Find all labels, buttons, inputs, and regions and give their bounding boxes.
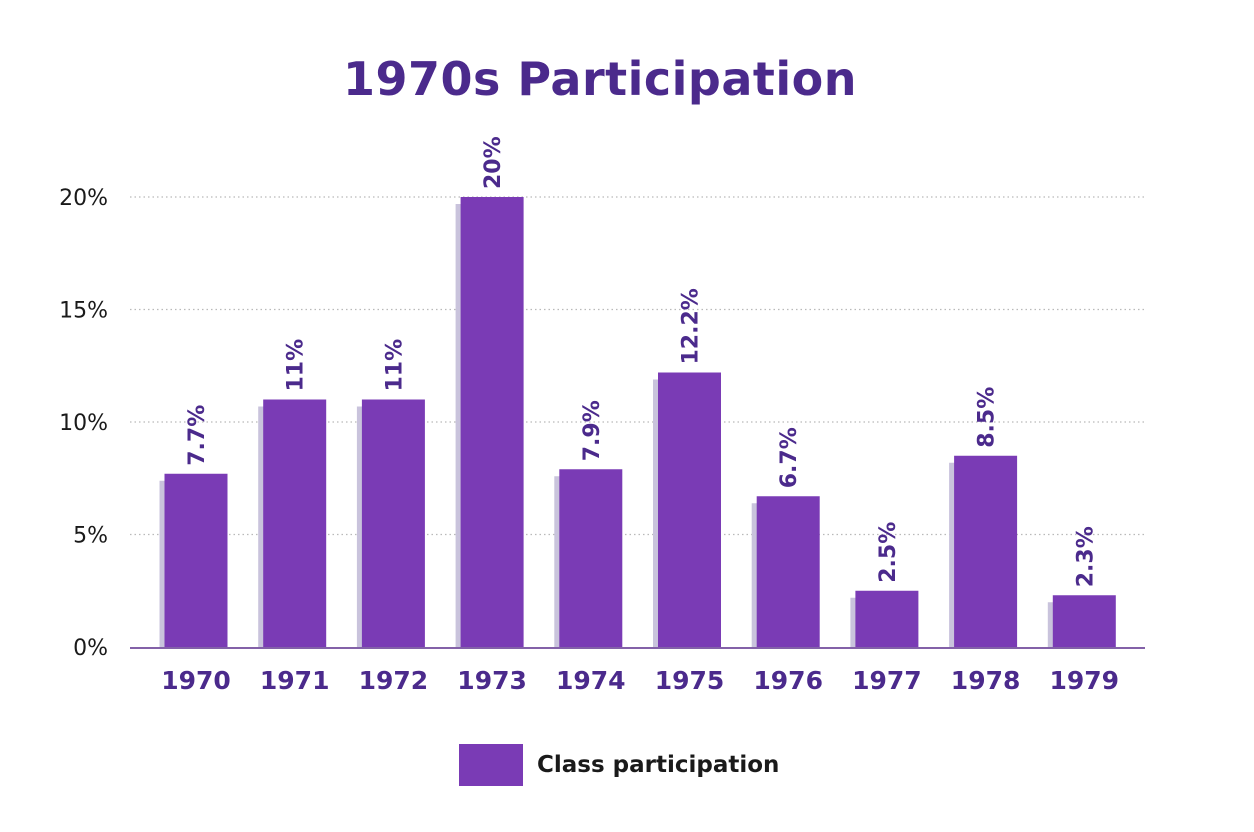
x-tick-label: 1977 [852, 666, 922, 695]
bar [164, 473, 228, 647]
data-label: 11% [382, 339, 407, 392]
bar [954, 455, 1018, 647]
legend-swatch [459, 744, 523, 786]
chart-title: 1970s Participation [343, 52, 857, 106]
x-tick-label: 1979 [1050, 666, 1120, 695]
bar [756, 496, 820, 647]
y-tick-label: 15% [59, 299, 108, 324]
legend: Class participation [459, 744, 779, 786]
x-tick-label: 1975 [655, 666, 725, 695]
bar [1052, 595, 1116, 647]
legend-label: Class participation [537, 752, 780, 778]
x-tick-label: 1971 [260, 666, 330, 695]
bar [460, 197, 524, 647]
x-tick-label: 1973 [457, 666, 527, 695]
bar [559, 469, 623, 647]
data-label: 8.5% [975, 387, 1000, 448]
bar [263, 399, 327, 647]
bar [855, 590, 919, 647]
data-label: 2.5% [876, 522, 901, 583]
data-label: 7.9% [580, 400, 605, 461]
x-tick-label: 1970 [161, 666, 231, 695]
data-label: 2.3% [1073, 526, 1098, 587]
y-tick-label: 20% [59, 186, 108, 211]
y-tick-label: 0% [73, 636, 108, 661]
y-tick-label: 10% [59, 411, 108, 436]
x-tick-label: 1974 [556, 666, 626, 695]
x-tick-label: 1978 [951, 666, 1021, 695]
data-label: 12.2% [679, 288, 704, 364]
x-tick-label: 1976 [753, 666, 823, 695]
data-label: 7.7% [185, 405, 210, 466]
data-label: 6.7% [777, 427, 802, 488]
y-tick-label: 5% [73, 524, 108, 549]
data-label: 11% [284, 339, 309, 392]
data-label: 20% [481, 136, 506, 189]
bar [361, 399, 425, 647]
bar [658, 372, 721, 647]
x-tick-label: 1972 [359, 666, 429, 695]
